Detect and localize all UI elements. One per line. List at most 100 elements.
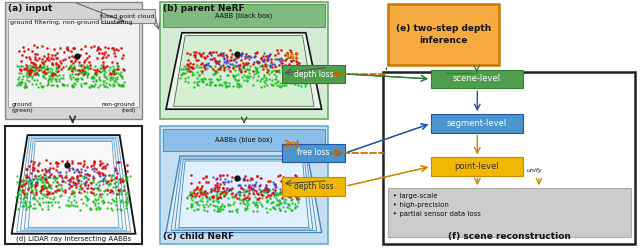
Point [207, 57, 218, 61]
Point [77, 186, 87, 190]
Point [55, 170, 65, 174]
Point [74, 185, 84, 188]
Point [47, 67, 57, 71]
Bar [282, 177, 345, 195]
Point [196, 61, 207, 65]
Point [29, 63, 39, 67]
Point [94, 170, 104, 174]
Point [116, 179, 127, 183]
Point [250, 69, 260, 73]
Point [34, 56, 44, 60]
Point [181, 64, 191, 68]
Point [269, 194, 279, 198]
Point [255, 56, 266, 60]
Text: (d) LiDAR ray intersecting AABBs: (d) LiDAR ray intersecting AABBs [16, 235, 131, 242]
Point [280, 209, 290, 213]
Point [190, 53, 200, 57]
Point [20, 195, 30, 199]
Point [100, 166, 110, 170]
Point [180, 76, 190, 80]
Point [99, 67, 109, 71]
Point [116, 56, 127, 60]
Point [97, 67, 108, 71]
Point [69, 46, 79, 50]
Point [264, 196, 275, 200]
Text: free loss: free loss [297, 149, 330, 157]
Point [116, 198, 126, 202]
Point [29, 184, 40, 188]
Point [118, 67, 129, 71]
Point [49, 174, 59, 178]
Point [62, 163, 72, 167]
Point [281, 57, 291, 61]
Point [15, 183, 25, 186]
Point [221, 80, 232, 84]
Point [74, 170, 84, 174]
Point [249, 188, 259, 192]
Point [111, 180, 121, 184]
Point [33, 196, 44, 200]
Point [264, 72, 274, 76]
Point [90, 201, 100, 205]
Point [30, 185, 40, 189]
Point [88, 74, 98, 78]
Text: AABB (black box): AABB (black box) [215, 12, 273, 19]
Point [257, 64, 267, 68]
Point [276, 179, 286, 183]
Point [243, 54, 253, 58]
Point [108, 178, 118, 182]
Point [106, 46, 116, 50]
Point [221, 84, 231, 88]
Point [107, 173, 117, 177]
Point [286, 208, 296, 212]
Point [14, 49, 24, 53]
Point [97, 65, 108, 69]
Point [102, 192, 113, 196]
Point [27, 69, 37, 73]
Point [283, 74, 293, 78]
Point [248, 69, 259, 73]
Point [105, 190, 115, 194]
Point [31, 65, 41, 69]
Point [25, 74, 35, 78]
Point [282, 205, 292, 209]
Point [292, 200, 303, 204]
Point [176, 67, 186, 71]
Point [251, 200, 261, 204]
Point [116, 83, 127, 87]
Point [20, 201, 30, 205]
Point [280, 58, 291, 62]
Point [234, 63, 244, 67]
Point [30, 173, 40, 177]
Point [179, 64, 189, 68]
Point [196, 65, 207, 69]
Point [232, 196, 243, 200]
Point [239, 178, 249, 182]
Point [99, 74, 109, 78]
Point [24, 74, 34, 78]
Point [26, 70, 36, 74]
Point [212, 191, 223, 195]
Point [280, 64, 291, 68]
Point [18, 197, 28, 201]
Point [234, 78, 244, 82]
Text: depth loss: depth loss [294, 69, 333, 79]
Point [250, 195, 260, 199]
Point [61, 46, 72, 50]
Point [203, 61, 213, 65]
Point [88, 200, 98, 204]
Point [270, 189, 280, 193]
Point [201, 180, 211, 184]
Point [296, 84, 306, 88]
Point [113, 192, 123, 196]
Point [259, 57, 269, 61]
Point [63, 182, 74, 186]
Point [97, 51, 107, 55]
Point [29, 160, 39, 164]
Point [211, 193, 221, 197]
Point [74, 68, 84, 72]
Point [260, 76, 271, 80]
Point [188, 66, 198, 70]
Point [241, 75, 251, 79]
Point [31, 67, 42, 71]
